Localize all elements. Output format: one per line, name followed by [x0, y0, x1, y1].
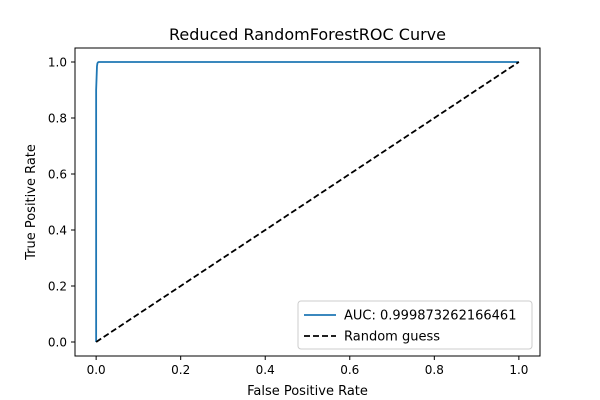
plot-area	[74, 47, 541, 357]
x-tick-label: 0.6	[340, 363, 359, 377]
legend-label-auc: AUC: 0.999873262166461	[344, 309, 516, 324]
x-tick-label: 0.0	[87, 363, 106, 377]
series-line-random-guess	[95, 61, 520, 343]
x-tick-label: 0.8	[425, 363, 444, 377]
y-tick-label: 0.4	[48, 224, 67, 238]
x-axis-ticks: 0.0 0.2 0.4 0.6 0.8 1.0	[87, 356, 528, 377]
y-tick-label: 1.0	[48, 56, 67, 70]
x-tick-label: 0.2	[171, 363, 190, 377]
y-tick-label: 0.2	[48, 280, 67, 294]
series-layer	[95, 61, 520, 343]
legend-label-random-guess: Random guess	[344, 330, 440, 345]
x-axis-label: False Positive Rate	[247, 384, 368, 399]
x-tick-label: 0.4	[256, 363, 275, 377]
legend-box	[297, 300, 533, 350]
y-tick-label: 0.8	[48, 112, 67, 126]
y-tick-label: 0.6	[48, 168, 67, 182]
y-tick-label: 0.0	[48, 336, 67, 350]
series-line-roc	[95, 61, 519, 342]
chart-title: Reduced RandomForestROC Curve	[169, 25, 446, 44]
x-tick-label: 1.0	[509, 363, 528, 377]
legend: AUC: 0.999873262166461 Random guess	[297, 300, 533, 350]
y-axis-label: True Positive Rate	[24, 144, 39, 261]
y-axis-ticks: 0.0 0.2 0.4 0.6 0.8 1.0	[48, 56, 75, 350]
